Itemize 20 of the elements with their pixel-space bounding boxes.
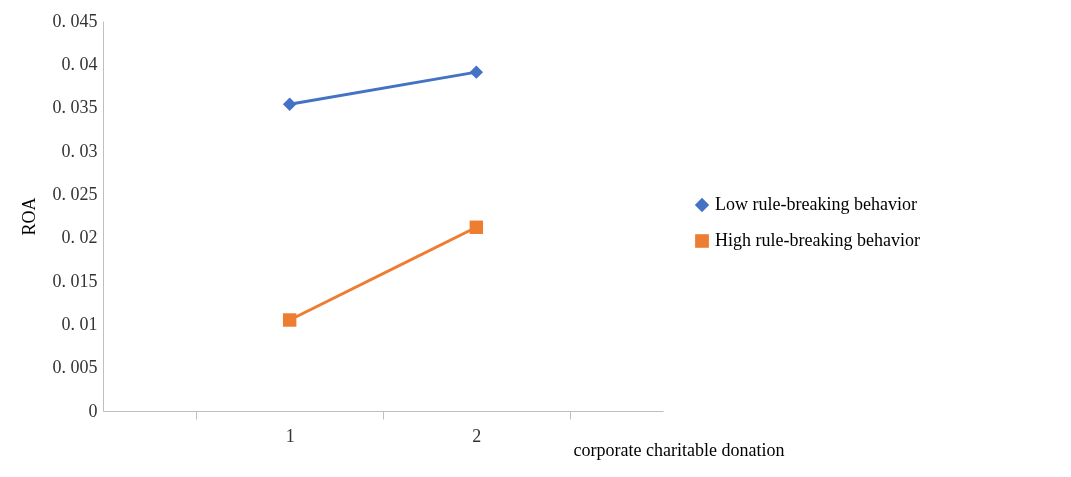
legend-label: Low rule-breaking behavior xyxy=(715,194,917,214)
x-tick-label: 2 xyxy=(472,425,482,446)
y-tick-label: 0. 015 xyxy=(52,270,98,291)
y-tick-label: 0. 03 xyxy=(61,140,98,161)
point xyxy=(282,97,297,111)
y-axis-title: ROA xyxy=(18,197,39,236)
y-tick-label: 0. 025 xyxy=(52,183,98,204)
y-tick-label: 0. 005 xyxy=(52,357,98,378)
point xyxy=(469,65,484,79)
y-tick-label: 0. 035 xyxy=(52,97,98,118)
point xyxy=(282,313,297,327)
legend-label: High rule-breaking behavior xyxy=(715,230,920,250)
x-axis-title: corporate charitable donation xyxy=(573,439,785,460)
y-tick-label: 0. 02 xyxy=(61,227,98,248)
y-tick-label: 0 xyxy=(88,400,98,421)
y-tick-label: 0. 04 xyxy=(61,53,98,74)
y-tick-label: 0. 045 xyxy=(52,10,98,31)
x-tick-label: 1 xyxy=(285,425,295,446)
point xyxy=(469,220,484,234)
y-tick-label: 0. 01 xyxy=(61,313,98,334)
